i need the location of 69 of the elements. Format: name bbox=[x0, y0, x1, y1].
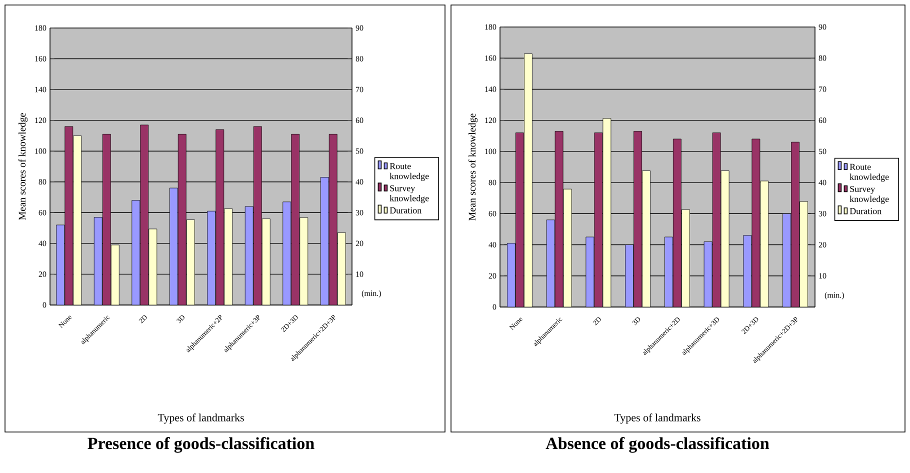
bar bbox=[207, 210, 216, 305]
legend-label: Duration bbox=[850, 208, 882, 214]
y-tick-label: 140 bbox=[485, 86, 496, 92]
bar bbox=[282, 202, 292, 305]
bar bbox=[178, 134, 186, 305]
y2-tick-label: 40 bbox=[356, 179, 364, 185]
y-tick-label: 140 bbox=[35, 86, 46, 92]
bar bbox=[253, 126, 262, 305]
y-tick-label: 20 bbox=[38, 272, 46, 277]
y-tick-label: 80 bbox=[488, 180, 496, 186]
bar bbox=[169, 188, 178, 305]
y2-tick-label: 90 bbox=[356, 25, 364, 31]
legend-label: Route knowledge bbox=[390, 163, 429, 182]
y-tick-label: 100 bbox=[35, 148, 46, 154]
bar bbox=[102, 134, 111, 305]
bar bbox=[320, 177, 329, 305]
y-tick-label: 0 bbox=[42, 302, 46, 308]
y2-tick-label: 70 bbox=[356, 86, 364, 92]
y2-tick-label: 60 bbox=[818, 118, 826, 124]
y-tick-label: 120 bbox=[485, 118, 496, 124]
bar bbox=[140, 124, 149, 305]
bar bbox=[664, 236, 673, 307]
y2-tick-label: 10 bbox=[819, 273, 826, 279]
legend-label: Survey knowledge bbox=[390, 185, 429, 204]
text: Presence of goods-classification bbox=[88, 437, 314, 453]
y2-tick-label: 80 bbox=[356, 56, 364, 62]
bar bbox=[244, 206, 254, 305]
bar bbox=[132, 200, 140, 305]
bar bbox=[782, 213, 792, 307]
legend-label: Route knowledge bbox=[850, 164, 889, 182]
y2-tick-label: 50 bbox=[818, 148, 826, 154]
y2-tick-label: 60 bbox=[356, 118, 364, 124]
y2-tick-label: 20 bbox=[818, 242, 826, 248]
text: Absence of goods-classification bbox=[546, 437, 770, 453]
y-tick-label: 40 bbox=[488, 242, 496, 248]
y2-tick-label: 10 bbox=[356, 272, 364, 277]
y2-tick-label: 50 bbox=[356, 148, 364, 154]
legend-label: Survey knowledge bbox=[850, 186, 889, 204]
y-tick-label: 60 bbox=[38, 210, 46, 216]
bar bbox=[94, 217, 102, 305]
bar bbox=[625, 244, 634, 307]
y2-tick-label: 30 bbox=[356, 210, 364, 216]
y-tick-label: 80 bbox=[38, 179, 46, 185]
y2-axis-title: (min.) bbox=[362, 290, 381, 298]
y-tick-label: 60 bbox=[488, 210, 496, 216]
bar bbox=[56, 224, 64, 305]
y-tick-label: 180 bbox=[35, 25, 46, 31]
y-tick-label: 0 bbox=[492, 304, 496, 310]
y-tick-label: 20 bbox=[488, 273, 496, 279]
legend-label: Duration bbox=[390, 207, 422, 214]
y-tick-label: 100 bbox=[485, 148, 496, 154]
bar bbox=[506, 243, 516, 307]
y2-tick-label: 20 bbox=[356, 240, 364, 246]
bar bbox=[328, 134, 338, 305]
y2-tick-label: 90 bbox=[818, 24, 826, 30]
y-tick-label: 160 bbox=[35, 56, 46, 62]
y2-axis-title: (min.) bbox=[824, 292, 844, 300]
y2-tick-label: 40 bbox=[818, 180, 826, 186]
y-axis-title: Mean scores of knowledge bbox=[468, 114, 478, 220]
y-tick-label: 160 bbox=[485, 55, 496, 61]
y-tick-label: 40 bbox=[38, 240, 46, 246]
y2-tick-label: 30 bbox=[818, 210, 826, 216]
y-tick-label: 180 bbox=[485, 24, 496, 30]
y-axis-title: Mean scores of knowledge bbox=[18, 113, 28, 220]
x-axis-title: Types of landmarks bbox=[614, 414, 700, 424]
y2-tick-label: 80 bbox=[818, 55, 826, 61]
y-tick-label: 120 bbox=[35, 118, 46, 124]
x-axis-title: Types of landmarks bbox=[158, 414, 244, 424]
y2-tick-label: 70 bbox=[819, 86, 826, 92]
